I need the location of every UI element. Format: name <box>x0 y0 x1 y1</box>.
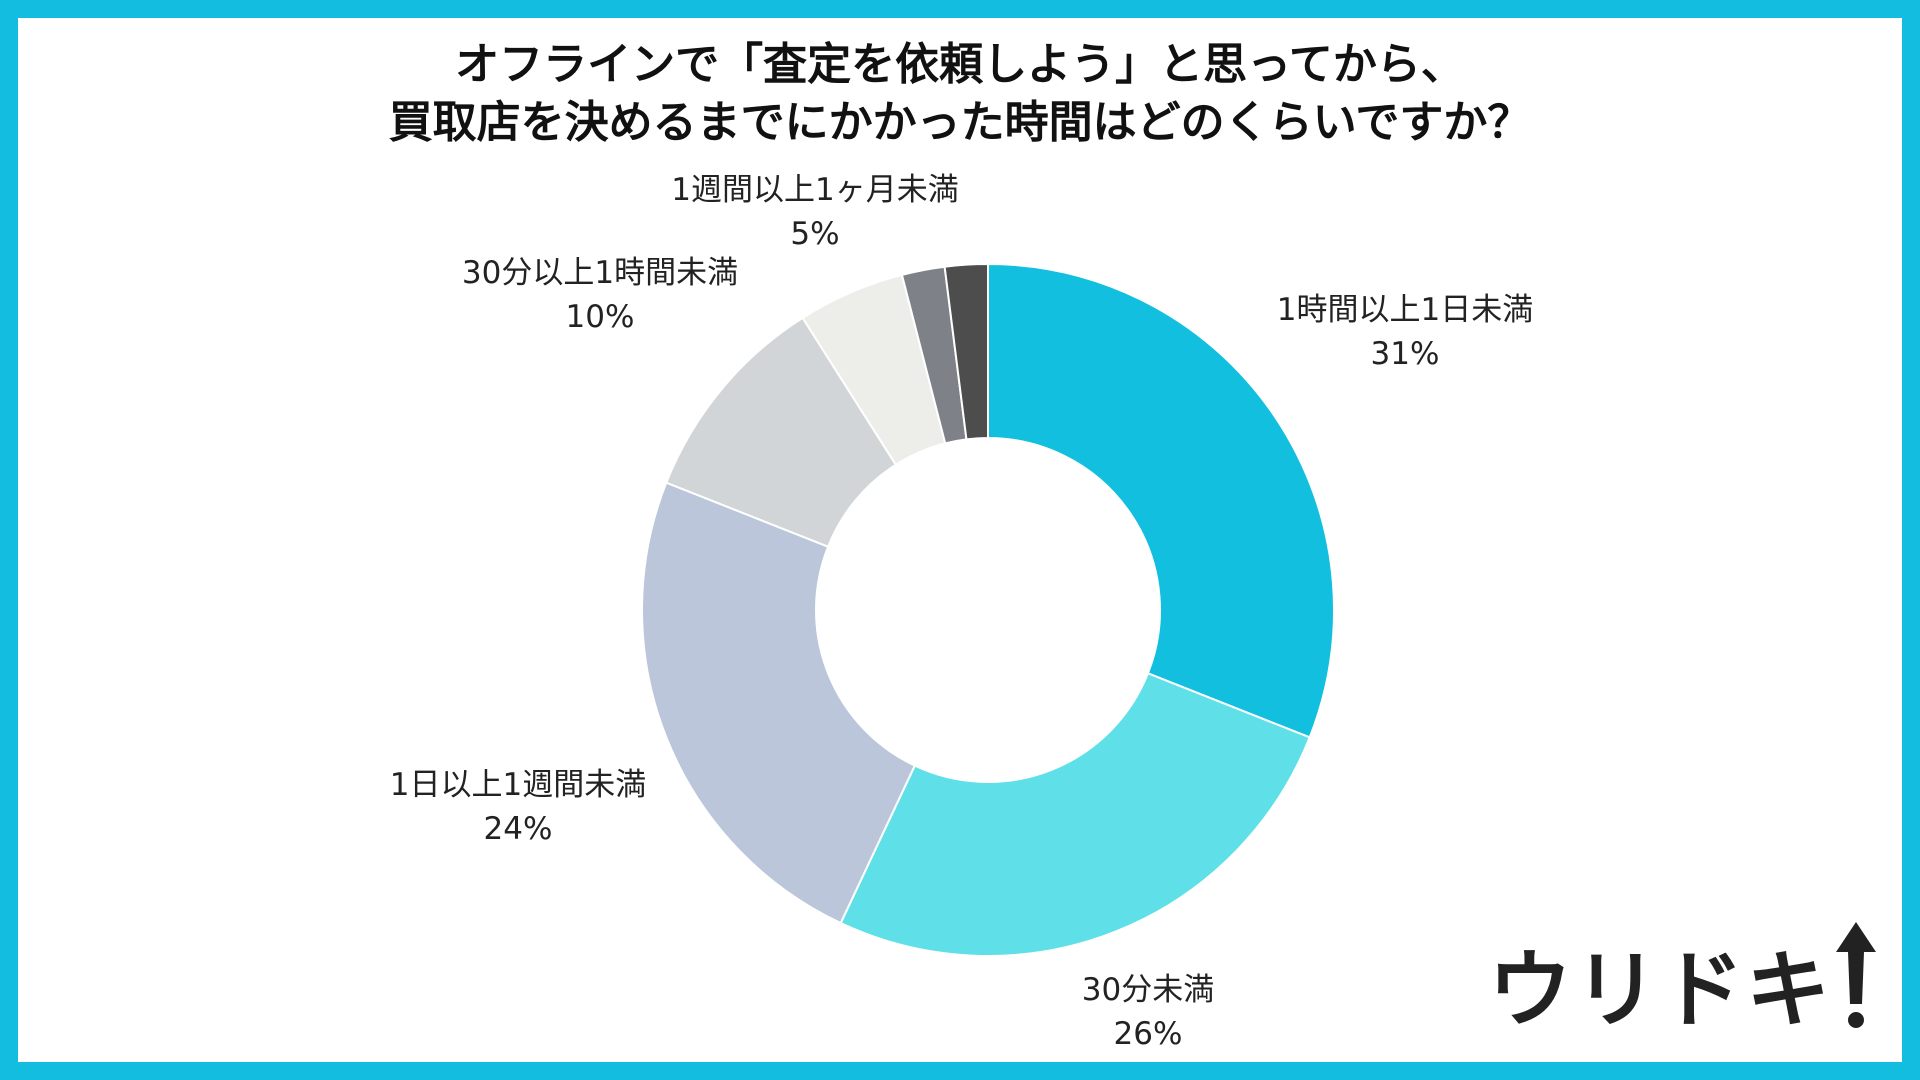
donut-slice-7 <box>943 262 989 441</box>
slice-label-5: 1週間以上1ヶ月未満 <box>671 172 958 208</box>
slice-value-2: 26% <box>1114 1016 1183 1052</box>
donut-slice-2 <box>839 672 1311 957</box>
donut-slice-1 <box>987 262 1335 739</box>
up-arrow-icon <box>1836 922 1876 1028</box>
slice-label-3: 1日以上1週間未満 <box>390 767 646 803</box>
slice-label-4: 30分以上1時間未満 <box>462 255 738 291</box>
slice-value-4: 10% <box>566 299 635 335</box>
donut-slice-3 <box>641 481 917 925</box>
chart-title: オフラインで「査定を依頼しよう」と思ってから、 買取店を決めるまでにかかった時間… <box>0 36 1920 152</box>
logo-text: ウリドキ <box>1487 941 1832 1039</box>
slice-label-2: 30分未満 <box>1082 972 1214 1008</box>
slice-value-3: 24% <box>484 811 553 847</box>
uridoki-logo: ウリドキ <box>1488 922 1876 1032</box>
slice-value-5: 5% <box>790 216 839 252</box>
slice-label-1: 1時間以上1日未満 <box>1277 292 1533 328</box>
slice-value-1: 31% <box>1371 336 1440 372</box>
title-line-1: オフラインで「査定を依頼しよう」と思ってから、 <box>455 39 1465 90</box>
title-line-2: 買取店を決めるまでにかかった時間はどのくらいですか？ <box>388 97 1532 148</box>
